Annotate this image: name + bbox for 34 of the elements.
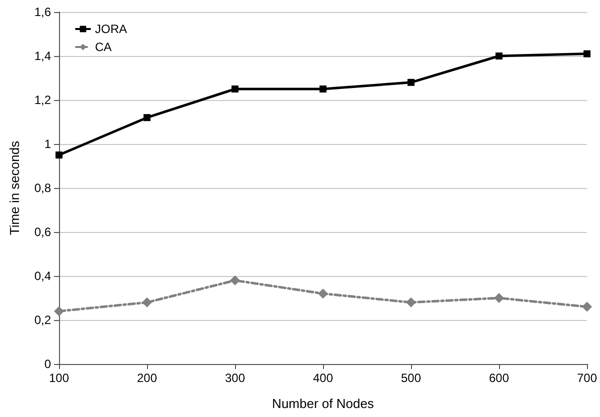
point: [142, 297, 152, 308]
y-tick-label: 0: [44, 357, 52, 371]
point: [582, 302, 592, 312]
x-tick-label: 100: [48, 371, 70, 385]
point: [230, 275, 240, 286]
x-tick-label: 300: [224, 371, 246, 385]
point: [494, 293, 504, 303]
point: [407, 78, 414, 86]
legend-label: CA: [95, 40, 112, 54]
x-axis-title: Number of Nodes: [272, 396, 374, 411]
y-tick-label: 1,6: [34, 5, 52, 19]
y-tick-label: 0,2: [34, 313, 52, 327]
x-tick-label: 700: [576, 371, 598, 385]
x-tick-label: 400: [312, 371, 334, 385]
y-tick-label: 1: [44, 137, 52, 151]
y-tick-label: 0,8: [34, 181, 52, 195]
point: [144, 114, 150, 122]
y-tick-label: 1,4: [34, 49, 52, 63]
point: [583, 50, 590, 58]
y-tick-label: 0,6: [34, 225, 52, 239]
x-tick-label: 600: [488, 371, 510, 385]
point: [495, 52, 502, 60]
point: [319, 86, 326, 92]
legend-label: JORA: [95, 22, 128, 36]
y-tick-label: 0,4: [34, 269, 52, 283]
point: [231, 86, 238, 92]
y-tick-label: 1,2: [34, 93, 52, 107]
x-tick-label: 500: [400, 371, 422, 385]
point: [318, 288, 328, 299]
y-axis-title: Time in seconds: [7, 140, 22, 236]
point: [406, 297, 416, 308]
point: [56, 152, 62, 158]
point: [54, 306, 64, 316]
x-tick-label: 200: [136, 371, 158, 385]
